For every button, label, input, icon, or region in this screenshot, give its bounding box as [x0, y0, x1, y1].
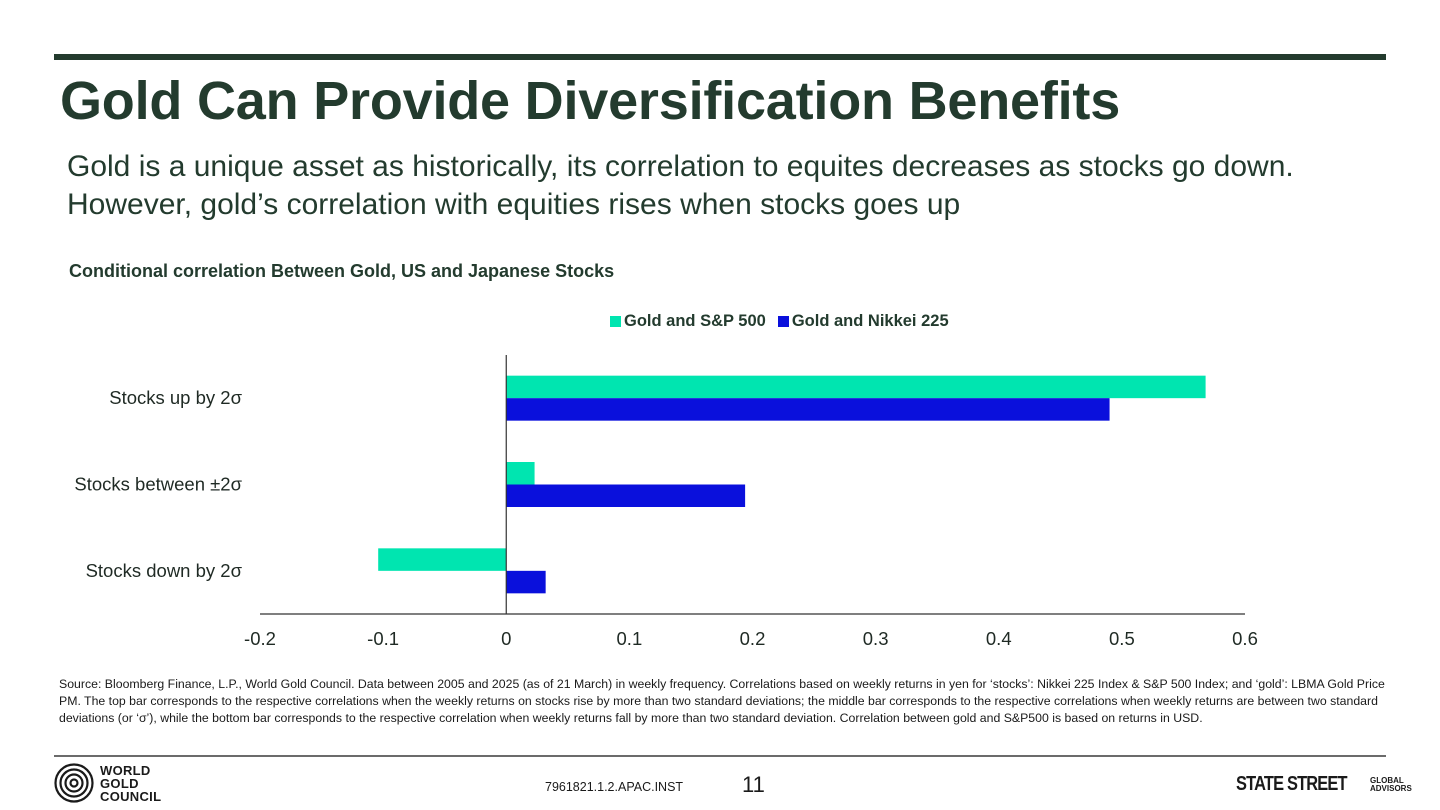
bar-sp500-1	[506, 462, 535, 485]
wgc-line-3: COUNCIL	[100, 788, 162, 804]
x-tick-label-5: 0.3	[863, 628, 889, 649]
x-tick-label-3: 0.1	[617, 628, 643, 649]
world-gold-council-logo: WORLD GOLD COUNCIL	[54, 763, 161, 803]
legend-item-sp500: Gold and S&P 500	[610, 312, 766, 331]
x-tick-label-7: 0.5	[1109, 628, 1135, 649]
wgc-rings-icon	[54, 763, 94, 803]
category-label-1: Stocks between ±2σ	[74, 474, 242, 495]
x-tick-label-8: 0.6	[1232, 628, 1258, 649]
bar-nikkei-1	[506, 484, 746, 507]
document-code: 7961821.1.2.APAC.INST	[545, 780, 684, 794]
category-label-2: Stocks down by 2σ	[86, 560, 243, 581]
state-street-logo: STATE STREET GLOBAL ADVISORS	[1236, 773, 1412, 796]
x-tick-label-6: 0.4	[986, 628, 1012, 649]
page-number: 11	[742, 772, 765, 797]
legend-swatch-sp500	[610, 316, 621, 327]
bar-sp500-0	[506, 375, 1206, 399]
bar-nikkei-0	[506, 398, 1110, 421]
legend-label-nikkei: Gold and Nikkei 225	[791, 312, 949, 330]
legend-item-nikkei: Gold and Nikkei 225	[777, 312, 949, 331]
category-label-0: Stocks up by 2σ	[109, 387, 242, 408]
bottom-rule	[54, 755, 1386, 757]
legend-label-sp500: Gold and S&P 500	[624, 312, 766, 330]
ssga-sub-line-2: ADVISORS	[1370, 783, 1412, 793]
ssga-sub-line-1: GLOBAL	[1370, 775, 1404, 785]
bar-nikkei-2	[506, 570, 546, 594]
wgc-line-1: WORLD	[100, 762, 151, 778]
x-tick-label-1: -0.1	[367, 628, 399, 649]
correlation-bar-chart: Stocks up by 2σ Stocks between ±2σ Stocks …	[74, 355, 1258, 649]
wgc-wordmark: WORLD GOLD COUNCIL	[100, 764, 161, 803]
wgc-line-2: GOLD	[100, 775, 139, 791]
x-tick-label-4: 0.2	[740, 628, 766, 649]
chart-title: Conditional correlation Between Gold, US…	[69, 261, 615, 281]
x-tick-label-0: -0.2	[244, 628, 276, 649]
source-note: Source: Bloomberg Finance, L.P., World G…	[59, 677, 1385, 725]
ssga-subtitle: GLOBAL ADVISORS	[1370, 775, 1412, 793]
x-tick-label-2: 0	[501, 628, 511, 649]
top-rule	[54, 54, 1386, 60]
slide-subtitle: Gold is a unique asset as historically, …	[67, 150, 1294, 221]
bar-sp500-2	[378, 548, 507, 571]
chart-legend: Gold and S&P 500 Gold and Nikkei 225	[610, 312, 961, 331]
legend-swatch-nikkei	[777, 316, 789, 327]
ssga-wordmark: STATE STREET	[1236, 773, 1348, 795]
slide-title: Gold Can Provide Diversification Benefit…	[60, 71, 1121, 131]
